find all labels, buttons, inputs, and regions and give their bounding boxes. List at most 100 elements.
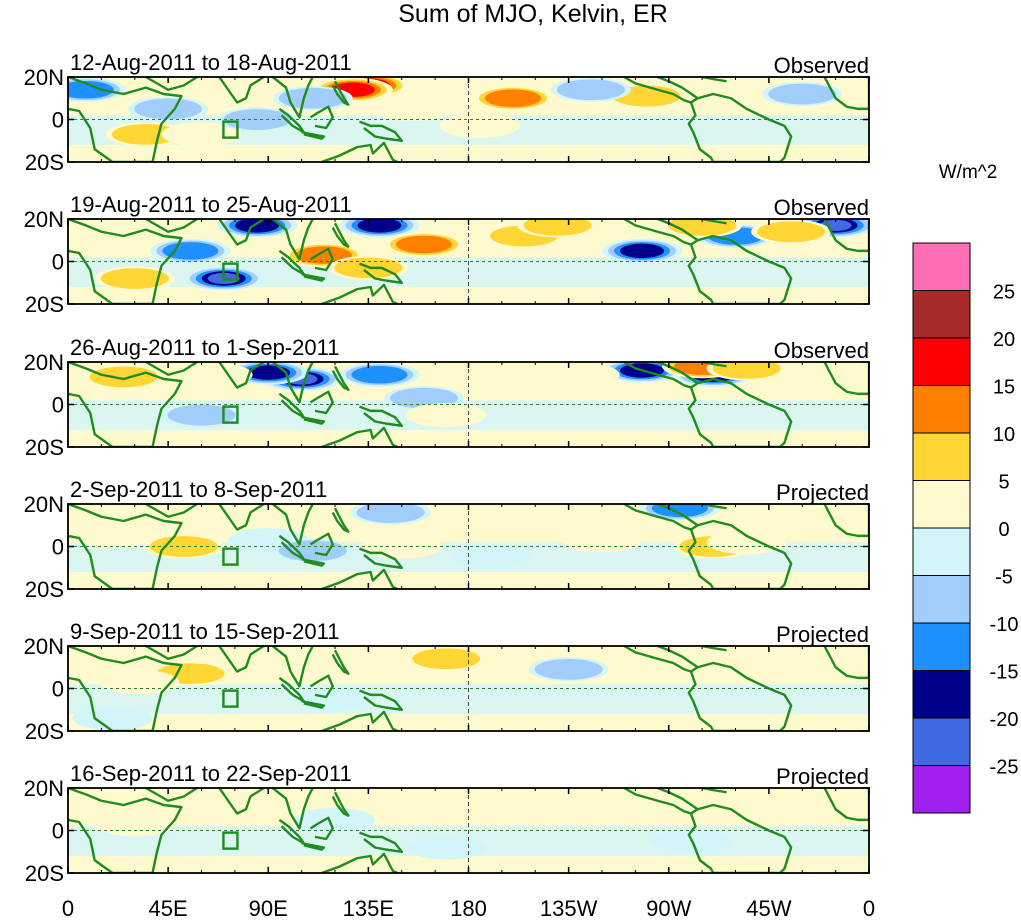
anomaly-contour [72, 706, 153, 731]
coastline [623, 788, 699, 815]
anomaly-contour [806, 362, 869, 387]
coastline [301, 558, 326, 567]
coastline [623, 362, 699, 389]
y-tick-label: 20N [24, 65, 64, 90]
anomaly-contour [768, 83, 837, 105]
x-tick-label: 0 [62, 896, 74, 921]
colorbar-swatch [912, 385, 971, 434]
coastline [321, 141, 398, 162]
y-tick-label: 20S [25, 435, 64, 460]
y-tick-label: 20N [24, 492, 64, 517]
anomaly-contour [278, 87, 347, 109]
anomaly-contour [695, 788, 776, 813]
anomaly-contour [406, 835, 487, 860]
colorbar-tick-label: -5 [995, 567, 1013, 589]
coastline [301, 700, 326, 709]
panel-date-range: 16-Sep-2011 to 22-Sep-2011 [70, 761, 352, 786]
coastline [218, 219, 265, 246]
anomaly-contour [72, 523, 153, 548]
x-tick-label: 45E [149, 896, 188, 921]
anomaly-contour [68, 80, 114, 99]
panel-date-range: 26-Aug-2011 to 1-Sep-2011 [70, 335, 340, 360]
coastline [301, 131, 326, 140]
anomaly-contour [712, 362, 781, 379]
anomaly-contour [556, 79, 625, 101]
colorbar-swatch [912, 575, 971, 624]
anomaly-contour [361, 793, 442, 817]
y-tick-label: 0 [52, 535, 64, 560]
coastline [623, 504, 699, 531]
map-panel-6: 20N 0 20S 16-Sep-2011 to 22-Sep-2011 Project… [24, 761, 870, 886]
colorbar-swatch [912, 527, 971, 576]
coastline [331, 791, 350, 817]
coastline [823, 219, 869, 253]
colorbar-swatch [912, 337, 971, 386]
colorbar-tick-label: 15 [993, 377, 1015, 399]
colorbar-swatch [912, 480, 971, 529]
coastline [359, 547, 403, 569]
coastline [271, 646, 314, 688]
coastline [331, 80, 350, 106]
y-tick-label: 0 [52, 819, 64, 844]
x-tick-label: 135W [540, 896, 598, 921]
anomaly-contour [550, 797, 631, 822]
colorbar-tick-label: 10 [993, 424, 1015, 446]
coastline [687, 519, 793, 589]
coastline [218, 646, 265, 673]
y-tick-label: 20S [25, 292, 64, 317]
coastline [687, 92, 793, 162]
colorbar-tick-label: -25 [990, 757, 1019, 779]
y-tick-label: 20N [24, 350, 64, 375]
anomaly-contour [223, 109, 292, 130]
anomaly-contour [762, 646, 843, 671]
y-tick-label: 20N [24, 634, 64, 659]
coastline [321, 283, 398, 304]
panel-date-range: 12-Aug-2011 to 18-Aug-2011 [70, 50, 352, 75]
island-outline [222, 547, 239, 566]
coastline [301, 273, 326, 282]
y-tick-label: 0 [52, 677, 64, 702]
anomaly-contour [523, 219, 592, 236]
panel-status-label: Observed [774, 338, 869, 363]
anomaly-contour [100, 268, 169, 289]
anomaly-contour [539, 362, 620, 387]
anomaly-contour [620, 243, 665, 259]
coastline [145, 788, 198, 802]
coastline [271, 504, 314, 546]
y-tick-label: 0 [52, 108, 64, 133]
coastline [271, 788, 314, 830]
coastline [687, 377, 793, 447]
anomaly-contour [562, 528, 642, 553]
island-outline [222, 831, 239, 850]
x-tick-label: 90W [646, 896, 691, 921]
anomaly-contour [172, 362, 253, 387]
coastline [359, 689, 403, 711]
coastline [321, 568, 398, 589]
x-axis: 0 45E 90E 135E 180 135W 90W 45W 0 [62, 896, 875, 921]
coastline [68, 504, 183, 589]
panel-date-range: 19-Aug-2011 to 25-Aug-2011 [70, 192, 352, 217]
anomaly-contour [161, 122, 242, 147]
coastline [218, 788, 265, 815]
x-tick-label: 90E [249, 896, 288, 921]
coastline [218, 504, 265, 531]
coastline [331, 649, 350, 675]
coastline [823, 362, 869, 396]
colorbar-tick-label: 25 [993, 282, 1015, 304]
colorbar: W/m^2 25 20 15 10 5 0 -5 -10 -15 -20 -25 [912, 162, 1019, 814]
coastline [321, 852, 398, 873]
coastline [687, 661, 793, 731]
colorbar-swatch [912, 717, 971, 766]
coastline [145, 77, 198, 91]
coastline [301, 416, 326, 425]
island-outline [222, 120, 239, 139]
coastline [309, 816, 334, 841]
map-panel-3: 20N 0 20S 26-Aug-2011 to 1-Sep-2011 Observed [24, 335, 870, 460]
colorbar-tick-label: -20 [990, 709, 1019, 731]
coastline [823, 646, 869, 680]
colorbar-tick-label: -10 [990, 614, 1019, 636]
anomaly-contour [372, 96, 453, 121]
coastline [68, 646, 183, 731]
coastline [823, 788, 869, 822]
